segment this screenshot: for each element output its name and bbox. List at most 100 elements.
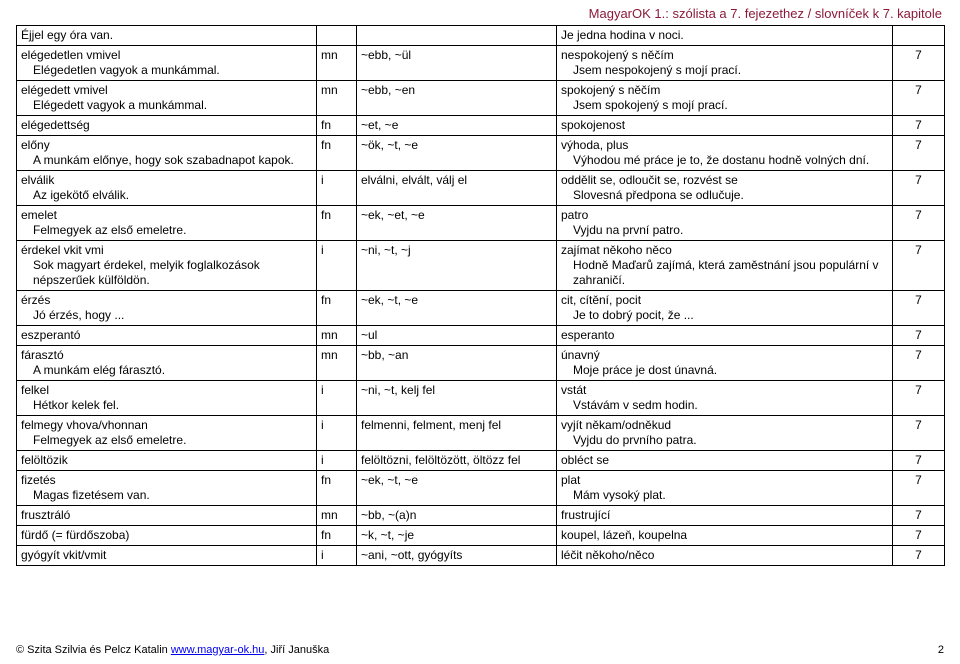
hu-term: előny [21, 138, 50, 152]
hu-term: gyógyít vkit/vmit [21, 548, 106, 562]
cell-hungarian: fárasztóA munkám elég fárasztó. [17, 346, 317, 381]
hu-example: Magas fizetésem van. [21, 488, 312, 503]
table-row: elégedettségfn~et, ~espokojenost7 [17, 116, 945, 136]
hu-example: Hétkor kelek fel. [21, 398, 312, 413]
cz-term: léčit někoho/něco [561, 548, 654, 562]
cell-pos: mn [317, 81, 357, 116]
cz-example: Jsem spokojený s mojí prací. [561, 98, 888, 113]
cz-term: plat [561, 473, 580, 487]
cell-forms: ~ani, ~ott, gyógyíts [357, 546, 557, 566]
cell-hungarian: gyógyít vkit/vmit [17, 546, 317, 566]
footer-link[interactable]: www.magyar-ok.hu [171, 644, 265, 656]
cell-czech: spokojený s něčímJsem spokojený s mojí p… [557, 81, 893, 116]
cell-pos: i [317, 451, 357, 471]
cell-chapter: 7 [893, 546, 945, 566]
cell-hungarian: emeletFelmegyek az első emeletre. [17, 206, 317, 241]
cell-chapter: 7 [893, 241, 945, 291]
cell-czech: Je jedna hodina v noci. [557, 26, 893, 46]
hu-term: elválik [21, 173, 54, 187]
cell-chapter: 7 [893, 206, 945, 241]
cell-hungarian: elégedettség [17, 116, 317, 136]
hu-term: érzés [21, 293, 50, 307]
cell-hungarian: fizetésMagas fizetésem van. [17, 471, 317, 506]
cell-czech: platMám vysoký plat. [557, 471, 893, 506]
hu-term: felkel [21, 383, 49, 397]
cell-czech: esperanto [557, 326, 893, 346]
cz-term: vyjít někam/odněkud [561, 418, 671, 432]
hu-example: Jó érzés, hogy ... [21, 308, 312, 323]
cell-pos [317, 26, 357, 46]
hu-example: Felmegyek az első emeletre. [21, 433, 312, 448]
cell-forms: ~ebb, ~ül [357, 46, 557, 81]
cell-chapter: 7 [893, 506, 945, 526]
table-row: felkelHétkor kelek fel.i~ni, ~t, kelj fe… [17, 381, 945, 416]
cz-term: zajímat někoho něco [561, 243, 672, 257]
cell-chapter: 7 [893, 346, 945, 381]
cell-chapter [893, 26, 945, 46]
table-row: érzésJó érzés, hogy ...fn~ek, ~t, ~ecit,… [17, 291, 945, 326]
cell-forms: ~bb, ~(a)n [357, 506, 557, 526]
hu-term: elégedett vmivel [21, 83, 108, 97]
cell-chapter: 7 [893, 381, 945, 416]
cz-term: oddělit se, odloučit se, rozvést se [561, 173, 738, 187]
cell-forms: ~ul [357, 326, 557, 346]
cell-czech: vyjít někam/odněkudVyjdu do prvního patr… [557, 416, 893, 451]
hu-example: Sok magyart érdekel, melyik foglalkozáso… [21, 258, 312, 288]
cz-term: obléct se [561, 453, 609, 467]
cz-term: esperanto [561, 328, 614, 342]
cell-czech: zajímat někoho něcoHodně Maďarů zajímá, … [557, 241, 893, 291]
cell-pos: fn [317, 206, 357, 241]
cell-forms: ~et, ~e [357, 116, 557, 136]
cell-pos: mn [317, 326, 357, 346]
cz-term: vstát [561, 383, 586, 397]
cz-term: únavný [561, 348, 600, 362]
cell-czech: spokojenost [557, 116, 893, 136]
cell-czech: únavnýMoje práce je dost únavná. [557, 346, 893, 381]
cell-pos: i [317, 381, 357, 416]
cell-pos: fn [317, 291, 357, 326]
table-row: felöltözikifelöltözni, felöltözött, öltö… [17, 451, 945, 471]
cell-chapter: 7 [893, 416, 945, 451]
footer-left: © Szita Szilvia és Pelcz Katalin www.mag… [16, 644, 329, 656]
hu-term: felöltözik [21, 453, 68, 467]
hu-term: érdekel vkit vmi [21, 243, 104, 257]
cell-chapter: 7 [893, 451, 945, 471]
cz-example: Je to dobrý pocit, že ... [561, 308, 888, 323]
hu-example: A munkám elég fárasztó. [21, 363, 312, 378]
cz-example: Vyjdu na první patro. [561, 223, 888, 238]
cz-term: spokojený s něčím [561, 83, 660, 97]
table-row: gyógyít vkit/vmiti~ani, ~ott, gyógyítslé… [17, 546, 945, 566]
cz-term: koupel, lázeň, koupelna [561, 528, 687, 542]
table-row: felmegy vhova/vhonnanFelmegyek az első e… [17, 416, 945, 451]
cell-pos: i [317, 171, 357, 206]
cz-term: výhoda, plus [561, 138, 628, 152]
cz-example: Jsem nespokojený s mojí prací. [561, 63, 888, 78]
cell-czech: obléct se [557, 451, 893, 471]
hu-example: Az igekötő elválik. [21, 188, 312, 203]
cell-forms: ~ek, ~t, ~e [357, 291, 557, 326]
cell-forms: ~ni, ~t, ~j [357, 241, 557, 291]
cell-hungarian: Éjjel egy óra van. [17, 26, 317, 46]
table-row: elválikAz igekötő elválik.ielválni, elvá… [17, 171, 945, 206]
cell-forms: felmenni, felment, menj fel [357, 416, 557, 451]
cell-czech: koupel, lázeň, koupelna [557, 526, 893, 546]
table-row: fizetésMagas fizetésem van.fn~ek, ~t, ~e… [17, 471, 945, 506]
cell-pos: mn [317, 46, 357, 81]
page-footer: © Szita Szilvia és Pelcz Katalin www.mag… [16, 644, 944, 656]
cell-czech: oddělit se, odloučit se, rozvést seSlove… [557, 171, 893, 206]
table-row: Éjjel egy óra van. Je jedna hodina v noci… [17, 26, 945, 46]
cell-forms: ~ök, ~t, ~e [357, 136, 557, 171]
cell-pos: i [317, 416, 357, 451]
cell-pos: mn [317, 506, 357, 526]
cell-hungarian: fürdő (= fürdőszoba) [17, 526, 317, 546]
table-row: előnyA munkám előnye, hogy sok szabadnap… [17, 136, 945, 171]
cell-czech: vstátVstávám v sedm hodin. [557, 381, 893, 416]
hu-example: Elégedetlen vagyok a munkámmal. [21, 63, 312, 78]
vocab-table: Éjjel egy óra van. Je jedna hodina v noci… [16, 25, 945, 566]
table-row: elégedetlen vmivelElégedetlen vagyok a m… [17, 46, 945, 81]
hu-term: fárasztó [21, 348, 64, 362]
cell-hungarian: eszperantó [17, 326, 317, 346]
cz-term: nespokojený s něčím [561, 48, 674, 62]
cell-forms: ~bb, ~an [357, 346, 557, 381]
cz-example: Slovesná předpona se odlučuje. [561, 188, 888, 203]
